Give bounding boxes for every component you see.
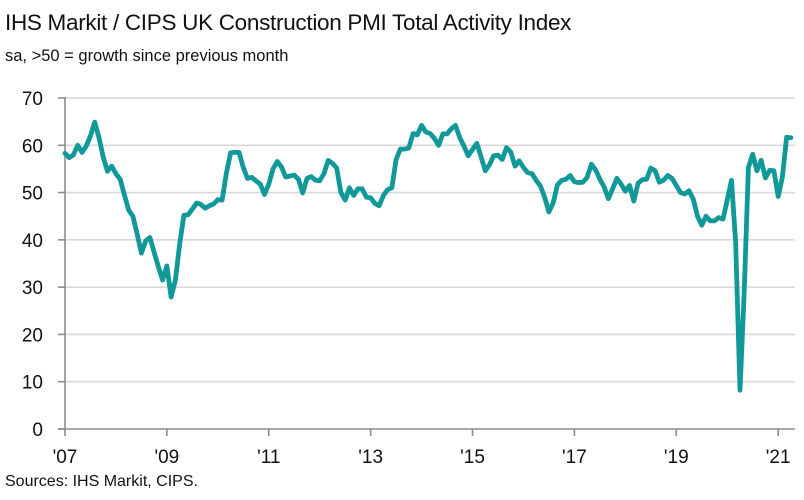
y-tick-label: 30 [22, 278, 43, 299]
x-axis-tick-labels: '07 '09 '11 '13 '15 '17 '19 '21 [53, 447, 791, 468]
x-tick-label: '07 [53, 447, 78, 468]
x-tick-label: '19 [664, 447, 689, 468]
y-tick-label: 60 [22, 136, 43, 157]
x-tick-label: '21 [766, 447, 791, 468]
series-line-0 [62, 119, 794, 393]
chart-source: Sources: IHS Markit, CIPS. [5, 473, 198, 490]
chart-title: IHS Markit / CIPS UK Construction PMI To… [5, 10, 572, 35]
y-tick-label: 0 [32, 420, 43, 441]
y-tick-label: 10 [22, 373, 43, 394]
y-axis-tick-labels: 0 10 20 30 40 50 60 70 [22, 89, 43, 441]
x-tick-label: '11 [257, 447, 280, 468]
series-layer [62, 119, 794, 393]
x-tick-label: '15 [460, 447, 485, 468]
x-tick-label: '09 [154, 447, 179, 468]
chart-subtitle: sa, >50 = growth since previous month [5, 47, 289, 65]
y-tick-label: 70 [22, 89, 43, 110]
y-tick-label: 20 [22, 325, 43, 346]
gridlines [65, 97, 795, 383]
y-tick-label: 50 [22, 184, 43, 205]
x-tick-label: '17 [562, 447, 587, 468]
y-tick-label: 40 [22, 231, 43, 252]
axes [58, 97, 795, 436]
x-tick-label: '13 [358, 447, 383, 468]
